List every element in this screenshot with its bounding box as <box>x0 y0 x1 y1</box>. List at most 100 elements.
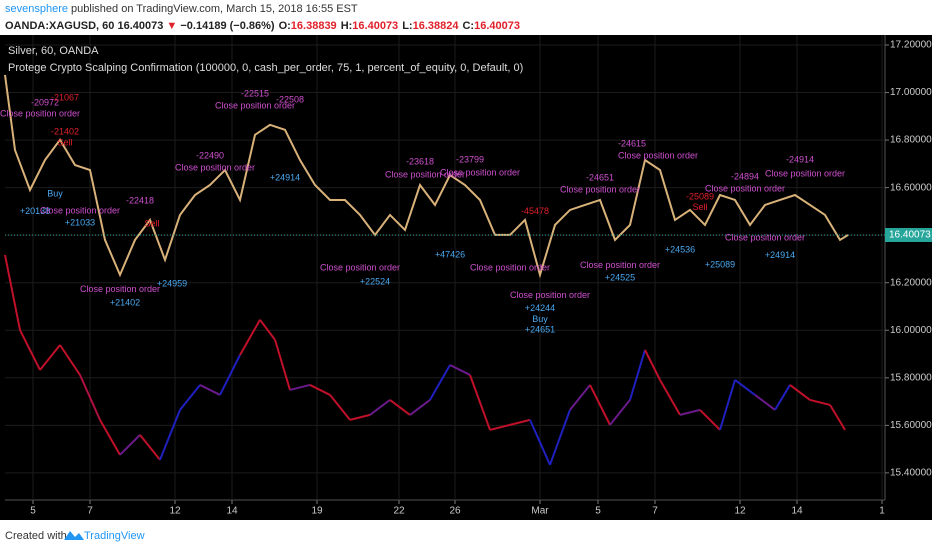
annotation: -24894 <box>731 171 759 181</box>
published: published on TradingView.com, March 15, … <box>68 3 358 15</box>
x-tick-label: 12 <box>169 506 181 517</box>
last: 16.40073 <box>117 20 163 32</box>
indicator-segment <box>699 409 721 431</box>
annotation: -24651 <box>586 172 614 182</box>
indicator-segment <box>139 434 161 461</box>
indicator-segment <box>829 404 846 431</box>
indicator-segment <box>369 399 391 416</box>
annotation: +47426 <box>435 249 465 259</box>
annotation: -22418 <box>126 195 154 205</box>
y-tick-label: 16.20000 <box>890 277 932 288</box>
annotation: +21033 <box>65 217 95 227</box>
indicator-segment <box>644 349 661 381</box>
annotation: -23799 <box>456 154 484 164</box>
last-price-box <box>885 227 932 242</box>
annotation: +24536 <box>665 244 695 254</box>
indicator-segment <box>4 254 21 331</box>
indicator-segment <box>389 399 411 416</box>
annotation: Close position order <box>618 150 698 160</box>
symbol: OANDA:XAGUSD, 60 <box>5 20 114 32</box>
annotation: -45478 <box>521 206 549 216</box>
indicator-segment <box>409 399 431 416</box>
annotation: +20138 <box>20 206 50 216</box>
indicator-segment <box>349 413 371 421</box>
annotation: +22524 <box>360 276 390 286</box>
footer-brand[interactable]: TradingView <box>84 530 145 542</box>
x-tick-label: 26 <box>449 506 461 517</box>
footer-created: Created with <box>5 530 67 542</box>
author[interactable]: sevensphere <box>5 3 68 15</box>
indicator-segment <box>429 364 451 401</box>
indicator-segment <box>659 379 681 416</box>
x-tick-label: 7 <box>652 506 658 517</box>
x-tick-label: 1 <box>879 506 885 517</box>
brand-logo <box>64 531 84 540</box>
y-tick-label: 15.40000 <box>890 468 932 479</box>
indicator-segment <box>569 384 591 411</box>
indicator-segment <box>774 384 791 411</box>
annotation: -24914 <box>786 154 814 164</box>
annotation: -21067 <box>51 92 79 102</box>
indicator-segment <box>59 344 81 376</box>
price-line <box>4 74 849 279</box>
annotation: -22508 <box>276 94 304 104</box>
y-tick-label: 16.00000 <box>890 325 932 336</box>
annotation: Close position order <box>215 100 295 110</box>
annotation: Close position order <box>725 232 805 242</box>
annotation: Close position order <box>560 184 640 194</box>
header-bg <box>0 0 932 35</box>
indicator-segment <box>719 379 736 431</box>
indicator-segment <box>179 384 201 411</box>
annotation: Close position order <box>80 284 160 294</box>
annotation: -22515 <box>241 88 269 98</box>
annotation: Close position order <box>40 205 120 215</box>
annotation: Close position order <box>0 108 80 118</box>
x-tick-label: 5 <box>595 506 601 517</box>
annotation: +24959 <box>157 278 187 288</box>
indicator-segment <box>199 384 221 396</box>
annotation: +24914 <box>270 172 300 182</box>
annotation: -23618 <box>406 156 434 166</box>
annotation: -25089 <box>686 191 714 201</box>
indicator-segment <box>754 394 776 411</box>
indicator-segment <box>309 384 331 396</box>
y-tick-label: 15.60000 <box>890 420 932 431</box>
indicator-segment <box>329 394 351 421</box>
ohlc-value: 16.38839 <box>291 20 337 32</box>
indicator-segment <box>99 419 121 456</box>
indicator-segment <box>449 364 471 376</box>
annotation: Close position order <box>470 262 550 272</box>
indicator-segment <box>219 354 241 396</box>
annotation: +21402 <box>110 297 140 307</box>
indicator-segment <box>549 409 571 466</box>
annotation: -21402 <box>51 126 79 136</box>
annotation: Sell <box>57 137 72 147</box>
annotation: +24914 <box>765 250 795 260</box>
arrow: ▼ <box>166 20 177 32</box>
indicator-segment <box>39 344 61 371</box>
ohlc-label: C: <box>462 20 474 32</box>
plot <box>4 35 889 504</box>
annotation: +24244 <box>525 303 555 313</box>
annotation: Close position order <box>175 162 255 172</box>
y-tick-label: 16.80000 <box>890 135 932 146</box>
indicator-segment <box>469 374 491 431</box>
annotation: -22490 <box>196 150 224 160</box>
indicator-segment <box>509 418 531 426</box>
x-tick-label: 22 <box>393 506 405 517</box>
ohlc-value: 16.40073 <box>352 20 398 32</box>
x-tick-label: 7 <box>87 506 93 517</box>
x-tick-label: 14 <box>791 506 803 517</box>
last-price-label: 16.40073 <box>889 230 931 241</box>
legend-symbol: Silver, 60, OANDA <box>8 45 99 57</box>
indicator-segment <box>809 398 831 406</box>
chart-bg <box>0 35 932 520</box>
indicator-segment <box>19 329 41 371</box>
x-tick-label: 5 <box>30 506 36 517</box>
ohlc-value: 16.38824 <box>413 20 460 32</box>
legend-indicator: Protege Crypto Scalping Confirmation (10… <box>8 62 523 74</box>
ohlc: O:16.38839 H:16.40073 L:16.38824 C:16.40073 <box>279 20 520 32</box>
annotation: +24651 <box>525 324 555 334</box>
indicator-segment <box>274 339 291 391</box>
annotation: +25089 <box>705 259 735 269</box>
